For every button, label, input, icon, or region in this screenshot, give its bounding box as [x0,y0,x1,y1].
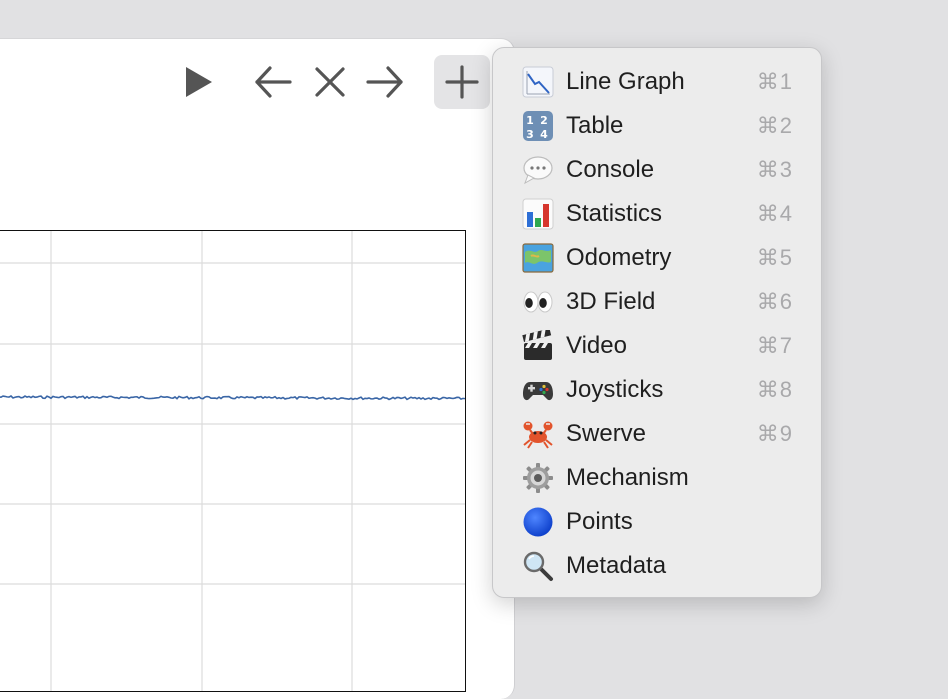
menu-item-shortcut: ⌘5 [756,245,793,270]
arrow-left-icon [255,66,292,98]
close-button[interactable] [310,62,350,102]
data-trace [0,395,465,401]
forward-button[interactable] [364,62,406,102]
close-icon [315,67,345,97]
menu-item-swerve[interactable]: Swerve ⌘9 [493,412,821,456]
menu-item-label: Points [566,508,633,535]
menu-item-3d-field[interactable]: 3D Field ⌘6 [493,280,821,324]
menu-item-shortcut: ⌘8 [756,377,793,402]
menu-item-label: 3D Field [566,288,656,315]
menu-item-odometry[interactable]: Odometry ⌘5 [493,236,821,280]
svg-text:4: 4 [540,128,548,141]
menu-item-shortcut: ⌘1 [756,69,793,94]
add-tab-button[interactable] [434,55,490,109]
menu-item-label: Line Graph [566,68,685,95]
play-button[interactable] [180,62,216,102]
back-button[interactable] [252,62,294,102]
clapper-board-icon [522,330,552,360]
menu-item-label: Swerve [566,420,647,447]
grid-lines [0,231,465,691]
menu-item-label: Video [566,332,627,359]
menu-item-shortcut: ⌘4 [756,201,793,226]
menu-item-shortcut: ⌘7 [756,333,793,358]
crab-icon [523,421,553,449]
menu-item-shortcut: ⌘6 [756,289,793,314]
svg-text:2: 2 [540,114,548,127]
bar-chart-icon [522,198,554,230]
menu-item-label: Joysticks [566,376,664,403]
menu-item-video[interactable]: Video ⌘7 [493,324,821,368]
menu-item-console[interactable]: Console ⌘3 [493,148,821,192]
plus-icon [445,65,479,99]
play-icon [186,67,212,97]
menu-item-metadata[interactable]: Metadata [493,544,821,588]
menu-item-shortcut: ⌘9 [756,421,793,446]
menu-item-joysticks[interactable]: Joysticks ⌘8 [493,368,821,412]
menu-item-statistics[interactable]: Statistics ⌘4 [493,192,821,236]
menu-item-label: Mechanism [566,464,689,491]
menu-item-label: Statistics [566,200,663,227]
menu-item-label: Odometry [566,244,672,271]
menu-item-mechanism[interactable]: Mechanism [493,456,821,500]
menu-item-label: Console [566,156,655,183]
plot-canvas [0,231,465,691]
game-controller-icon [523,382,553,401]
gear-icon [523,463,553,493]
menu-item-line-graph[interactable]: Line Graph ⌘1 [493,60,821,104]
numbers-table-icon: 1 2 3 4 [523,111,553,141]
svg-text:1: 1 [526,114,534,127]
menu-item-shortcut: ⌘3 [756,157,793,182]
magnifying-glass-icon [523,551,553,581]
line-graph-plot[interactable] [0,230,466,692]
menu-item-points[interactable]: Points [493,500,821,544]
speech-bubble-icon [523,156,553,185]
blue-circle-icon [523,507,553,537]
line-graph-icon [522,66,554,98]
menu-item-label: Table [566,112,624,139]
add-tab-menu: Line Graph ⌘1 1 2 3 4 Table ⌘2 Console ⌘… [492,47,822,598]
eyes-icon [523,291,553,313]
map-icon [522,243,554,273]
menu-item-label: Metadata [566,552,667,579]
svg-text:3: 3 [526,128,534,141]
arrow-right-icon [366,66,403,98]
menu-item-table[interactable]: 1 2 3 4 Table ⌘2 [493,104,821,148]
menu-item-shortcut: ⌘2 [756,113,793,138]
